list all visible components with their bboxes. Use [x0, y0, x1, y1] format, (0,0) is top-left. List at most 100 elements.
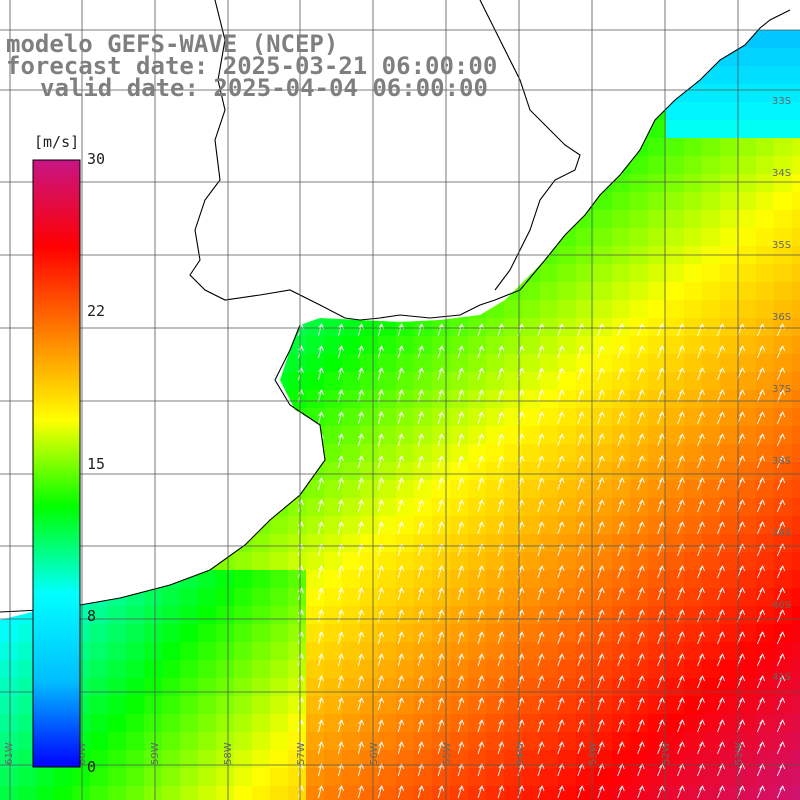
wind-cell	[630, 300, 648, 318]
wind-cell	[414, 750, 432, 768]
wind-cell	[576, 444, 594, 462]
wind-arrow	[577, 477, 585, 491]
wind-arrow	[617, 433, 625, 447]
wind-cell	[126, 660, 144, 678]
wind-cell	[306, 642, 324, 660]
wind-arrow	[697, 785, 705, 799]
wind-arrow	[577, 521, 585, 535]
wind-cell	[324, 624, 342, 642]
wind-arrow	[597, 763, 605, 777]
wind-cell	[684, 624, 702, 642]
wind-cell	[414, 390, 432, 408]
wind-arrow	[756, 499, 766, 513]
wind-cell	[468, 732, 486, 750]
wind-cell	[648, 408, 666, 426]
wind-cell	[72, 768, 90, 786]
wind-cell	[0, 678, 18, 696]
wind-cell	[756, 786, 774, 800]
wind-cell	[540, 264, 558, 282]
wind-cell	[630, 660, 648, 678]
wind-cell	[288, 678, 306, 696]
wind-cell	[792, 264, 800, 282]
wind-cell	[630, 696, 648, 714]
wind-cell	[648, 228, 666, 246]
wind-cell	[594, 534, 612, 552]
wind-arrow	[657, 389, 665, 403]
wind-cell	[702, 606, 720, 624]
wind-cell	[756, 768, 774, 786]
wind-cell	[234, 606, 252, 624]
wind-arrow	[637, 675, 645, 689]
wind-arrow	[437, 455, 445, 469]
wind-cell	[756, 30, 774, 48]
wind-cell	[0, 642, 18, 660]
wind-cell	[414, 642, 432, 660]
wind-arrow	[557, 477, 565, 491]
wind-cell	[720, 138, 738, 156]
wind-cell	[450, 426, 468, 444]
wind-arrow	[717, 455, 725, 469]
wind-arrow	[318, 477, 324, 491]
wind-cell	[630, 228, 648, 246]
wind-cell	[648, 498, 666, 516]
wind-cell	[162, 642, 180, 660]
wind-cell	[702, 264, 720, 282]
wind-cell	[252, 570, 270, 588]
wind-cell	[216, 732, 234, 750]
wind-cell	[450, 372, 468, 390]
wind-arrow	[677, 697, 685, 711]
wind-arrow	[577, 653, 585, 667]
wind-arrow	[477, 565, 485, 579]
wind-cell	[540, 732, 558, 750]
wind-cell	[702, 588, 720, 606]
wind-cell	[306, 516, 324, 534]
wind-arrow	[557, 609, 565, 623]
wind-cell	[468, 354, 486, 372]
wind-arrow	[657, 719, 665, 733]
wind-cell	[396, 732, 414, 750]
wind-arrow	[377, 763, 385, 777]
wind-cell	[522, 534, 540, 552]
wind-cell	[648, 372, 666, 390]
wind-cell	[450, 714, 468, 732]
wind-arrow	[437, 631, 445, 645]
wind-cell	[738, 732, 756, 750]
wind-arrow	[457, 675, 465, 689]
wind-arrow	[657, 433, 665, 447]
wind-cell	[126, 750, 144, 768]
wind-cell	[378, 588, 396, 606]
wind-cell	[522, 300, 540, 318]
wind-arrow	[357, 455, 365, 469]
wind-cell	[126, 786, 144, 800]
wind-arrow	[337, 345, 345, 359]
wind-cell	[666, 426, 684, 444]
wind-cell	[612, 300, 630, 318]
wind-arrow	[457, 499, 465, 513]
wind-cell	[648, 570, 666, 588]
wind-cell	[756, 48, 774, 66]
wind-cell	[234, 624, 252, 642]
wind-cell	[288, 534, 306, 552]
wind-cell	[720, 642, 738, 660]
wind-cell	[216, 714, 234, 732]
wind-cell	[612, 498, 630, 516]
wind-cell	[774, 66, 792, 84]
wind-cell	[774, 516, 792, 534]
wind-cell	[360, 516, 378, 534]
wind-arrow	[357, 675, 365, 689]
wind-arrow	[457, 345, 465, 359]
wind-arrow	[318, 367, 324, 381]
wind-arrow	[657, 697, 665, 711]
wind-cell	[288, 498, 306, 516]
wind-cell	[270, 732, 288, 750]
wind-cell	[738, 48, 756, 66]
wind-arrow	[756, 785, 766, 799]
wind-cell	[396, 516, 414, 534]
wind-cell	[270, 570, 288, 588]
wind-cell	[594, 390, 612, 408]
wind-arrow	[776, 521, 786, 535]
wind-cell	[522, 624, 540, 642]
wind-cell	[630, 282, 648, 300]
wind-cell	[486, 696, 504, 714]
wind-arrow	[577, 565, 585, 579]
